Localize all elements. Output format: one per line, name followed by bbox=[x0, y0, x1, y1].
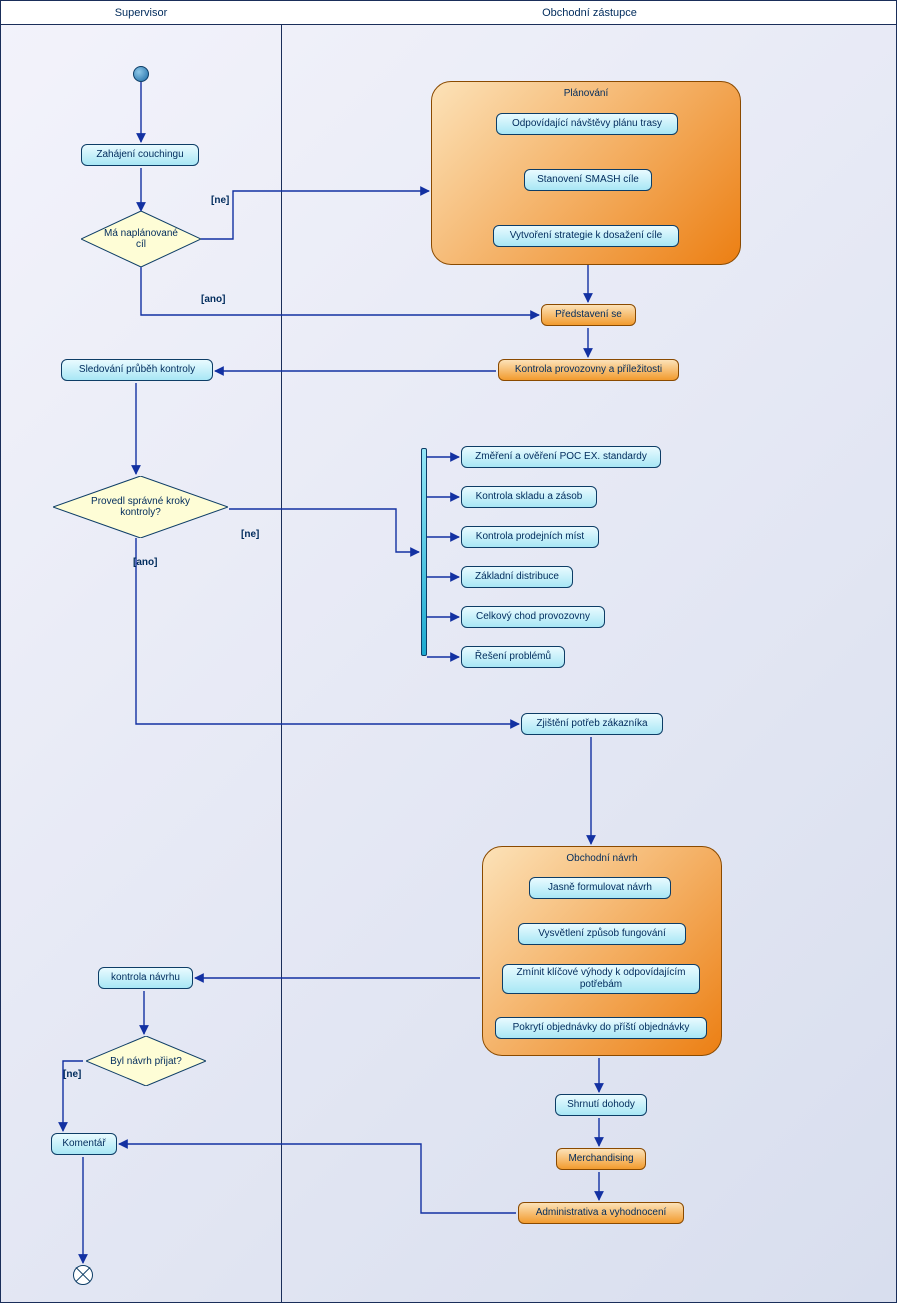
frame-planning-title: Plánování bbox=[432, 88, 740, 99]
activity-merch: Merchandising bbox=[556, 1148, 646, 1170]
frame-proposal-title: Obchodní návrh bbox=[483, 853, 721, 864]
activity-admin: Administrativa a vyhodnocení bbox=[518, 1202, 684, 1224]
guard-label: [ne] bbox=[241, 529, 259, 540]
activity-kontrola-navrhu: kontrola návrhu bbox=[98, 967, 193, 989]
activity-reseni: Řešení problémů bbox=[461, 646, 565, 668]
activity-zmereni: Změření a ověření POC EX. standardy bbox=[461, 446, 661, 468]
activity-zahajeni: Zahájení couchingu bbox=[81, 144, 199, 166]
activity-jasne: Jasně formulovat návrh bbox=[529, 877, 671, 899]
activity-sklad: Kontrola skladu a zásob bbox=[461, 486, 597, 508]
guard-label: [ne] bbox=[63, 1069, 81, 1080]
fork-bar bbox=[421, 448, 427, 656]
decision-dec-navrh: Byl návrh přijat? bbox=[86, 1036, 206, 1086]
lane-header-rep: Obchodní zástupce bbox=[281, 1, 897, 25]
activity-distribuce: Základní distribuce bbox=[461, 566, 573, 588]
activity-chod: Celkový chod provozovny bbox=[461, 606, 605, 628]
activity-vysvetleni: Vysvětlení způsob fungování bbox=[518, 923, 686, 945]
activity-kontrola-prov: Kontrola provozovny a příležitosti bbox=[498, 359, 679, 381]
swimlane-diagram: Supervisor Obchodní zástupce Plánování O… bbox=[0, 0, 897, 1303]
guard-label: [ne] bbox=[211, 195, 229, 206]
activity-zjisteni: Zjištění potřeb zákazníka bbox=[521, 713, 663, 735]
activity-prodejnich: Kontrola prodejních míst bbox=[461, 526, 599, 548]
activity-stanoveni: Stanovení SMASH cíle bbox=[524, 169, 652, 191]
activity-zminit: Zmínit klíčové výhody k odpovídajícím po… bbox=[502, 964, 700, 994]
guard-label: [ano] bbox=[133, 557, 157, 568]
guard-label: [ano] bbox=[201, 294, 225, 305]
activity-komentar: Komentář bbox=[51, 1133, 117, 1155]
activity-predstaveni: Představení se bbox=[541, 304, 636, 326]
activity-shrnuti: Shrnutí dohody bbox=[555, 1094, 647, 1116]
activity-odpovidajici: Odpovídající návštěvy plánu trasy bbox=[496, 113, 678, 135]
final-node bbox=[73, 1265, 93, 1285]
decision-dec-kroky: Provedl správné kroky kontroly? bbox=[53, 476, 228, 538]
initial-node bbox=[133, 66, 149, 82]
lane-header-supervisor: Supervisor bbox=[1, 1, 281, 25]
decision-dec-plan: Má naplánované cíl bbox=[81, 211, 201, 267]
lane-divider bbox=[281, 25, 282, 1302]
activity-pokryti: Pokrytí objednávky do příští objednávky bbox=[495, 1017, 707, 1039]
activity-vytvoreni: Vytvoření strategie k dosažení cíle bbox=[493, 225, 679, 247]
activity-sledovani: Sledování průběh kontroly bbox=[61, 359, 213, 381]
